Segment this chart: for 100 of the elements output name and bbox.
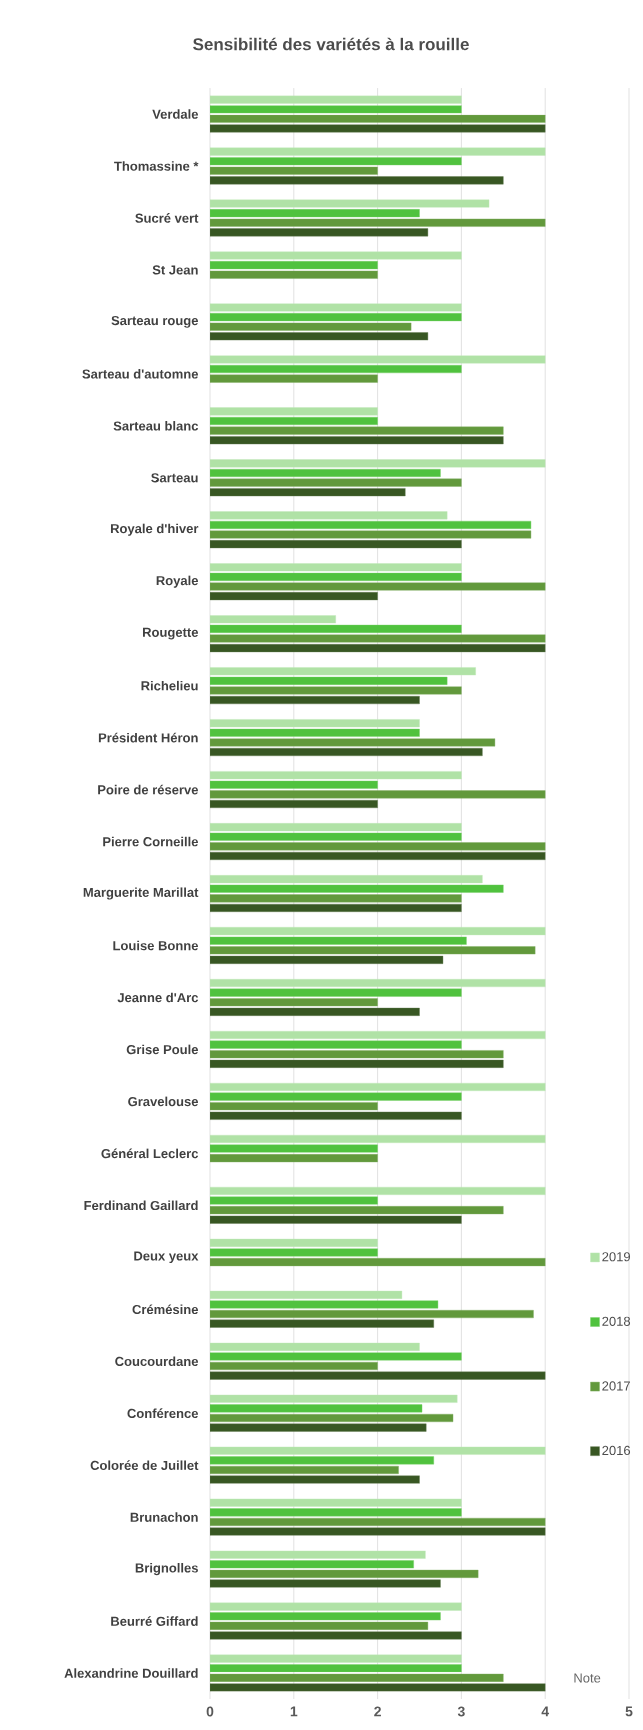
bar bbox=[210, 1362, 378, 1371]
bar bbox=[210, 124, 546, 133]
bar bbox=[210, 719, 420, 728]
bar bbox=[210, 927, 546, 936]
y-tick-label: Conférence bbox=[127, 1408, 199, 1419]
bar bbox=[210, 218, 546, 227]
y-tick-label: Brunachon bbox=[130, 1512, 198, 1522]
bar bbox=[210, 166, 378, 175]
x-tick-label: 3 bbox=[457, 1706, 465, 1717]
bar bbox=[210, 1569, 479, 1578]
y-tick-label: Sucré vert bbox=[135, 213, 199, 223]
bar bbox=[210, 738, 496, 747]
y-tick-label: Gravelouse bbox=[128, 1096, 199, 1107]
bar bbox=[210, 1342, 420, 1351]
y-tick-label: Verdale bbox=[152, 109, 199, 119]
bar bbox=[210, 1083, 546, 1091]
bar bbox=[210, 270, 378, 279]
bar bbox=[210, 790, 546, 799]
bar bbox=[210, 634, 546, 643]
bar bbox=[210, 176, 504, 185]
y-tick-label: Beurré Giffard bbox=[111, 1616, 198, 1626]
x-tick-label: 1 bbox=[290, 1706, 298, 1717]
bar bbox=[210, 1654, 462, 1663]
y-tick-label: St Jean bbox=[152, 265, 198, 275]
bar bbox=[210, 374, 378, 383]
y-tick-label: Grise Poule bbox=[126, 1044, 199, 1055]
bar bbox=[210, 1446, 546, 1455]
y-tick-label: Coucourdane bbox=[115, 1356, 199, 1366]
bar bbox=[210, 1498, 462, 1507]
y-tick-label: Royale d'hiver bbox=[110, 523, 199, 536]
y-tick-label: Alexandrine Douillard bbox=[64, 1668, 198, 1678]
bar bbox=[210, 1404, 423, 1413]
bar bbox=[210, 1186, 546, 1195]
bar bbox=[210, 1517, 546, 1526]
bar bbox=[210, 1196, 378, 1205]
bar bbox=[210, 95, 462, 104]
bar bbox=[210, 530, 532, 539]
bar bbox=[210, 114, 546, 123]
y-tick-label: Thomassine * bbox=[114, 161, 199, 171]
legend-label: 2019 bbox=[602, 1252, 630, 1262]
bar bbox=[210, 1040, 462, 1049]
y-tick-label: Président Héron bbox=[98, 732, 198, 743]
y-tick-label: Marguerite Marillat bbox=[83, 887, 199, 900]
bar bbox=[210, 823, 462, 832]
y-tick-label: Brignolles bbox=[135, 1563, 198, 1576]
x-tick-label: 0 bbox=[206, 1706, 214, 1717]
bar bbox=[210, 1031, 546, 1040]
bar bbox=[210, 686, 462, 695]
bar bbox=[210, 1290, 403, 1299]
bar bbox=[210, 771, 462, 780]
bar bbox=[210, 1238, 378, 1247]
bar bbox=[210, 1465, 399, 1474]
bar bbox=[210, 998, 378, 1007]
bar bbox=[210, 228, 429, 237]
bar bbox=[210, 1631, 462, 1640]
bar bbox=[210, 426, 504, 435]
bar bbox=[210, 511, 448, 520]
bar bbox=[210, 1310, 534, 1319]
bar bbox=[210, 1050, 504, 1059]
bar bbox=[210, 478, 462, 487]
x-tick-label: 5 bbox=[625, 1706, 633, 1717]
y-tick-label: Pierre Corneille bbox=[103, 836, 199, 847]
bar bbox=[210, 1621, 429, 1630]
bar bbox=[210, 894, 462, 903]
bar bbox=[210, 946, 536, 955]
bar bbox=[210, 979, 546, 988]
y-tick-label: Crémésine bbox=[132, 1304, 199, 1315]
bar bbox=[210, 1423, 427, 1432]
bar bbox=[210, 1394, 458, 1403]
bar bbox=[210, 303, 462, 312]
y-tick-label: Général Leclerc bbox=[101, 1148, 199, 1159]
bar bbox=[210, 1371, 546, 1380]
x-tick-label: 4 bbox=[541, 1706, 550, 1717]
bar bbox=[210, 582, 546, 591]
legend-label: 2017 bbox=[602, 1381, 630, 1391]
bar bbox=[210, 1154, 378, 1163]
bar bbox=[210, 1475, 420, 1484]
bar bbox=[210, 1602, 462, 1611]
y-tick-label: Sarteau d'automne bbox=[82, 369, 199, 379]
bar bbox=[210, 1206, 504, 1215]
bar bbox=[210, 407, 378, 416]
bar bbox=[210, 147, 546, 156]
bar bbox=[210, 199, 490, 208]
y-tick-label: Louise Bonne bbox=[113, 940, 199, 951]
x-axis-title: Note bbox=[574, 1673, 601, 1683]
y-tick-label: Colorée de Juillet bbox=[90, 1460, 199, 1470]
bar bbox=[210, 459, 546, 468]
bar bbox=[210, 322, 412, 331]
bar bbox=[210, 1102, 378, 1111]
bar bbox=[210, 251, 462, 260]
bar bbox=[210, 875, 483, 884]
bar bbox=[210, 615, 336, 624]
bar bbox=[210, 667, 476, 676]
legend-label: 2016 bbox=[602, 1445, 631, 1456]
bar bbox=[210, 1673, 504, 1682]
y-tick-label: Sarteau rouge bbox=[111, 315, 199, 328]
bar bbox=[210, 1527, 546, 1536]
y-tick-label: Rougette bbox=[143, 627, 199, 640]
y-tick-label: Ferdinand Gaillard bbox=[84, 1200, 198, 1211]
y-tick-label: Jeanne d'Arc bbox=[117, 992, 199, 1003]
